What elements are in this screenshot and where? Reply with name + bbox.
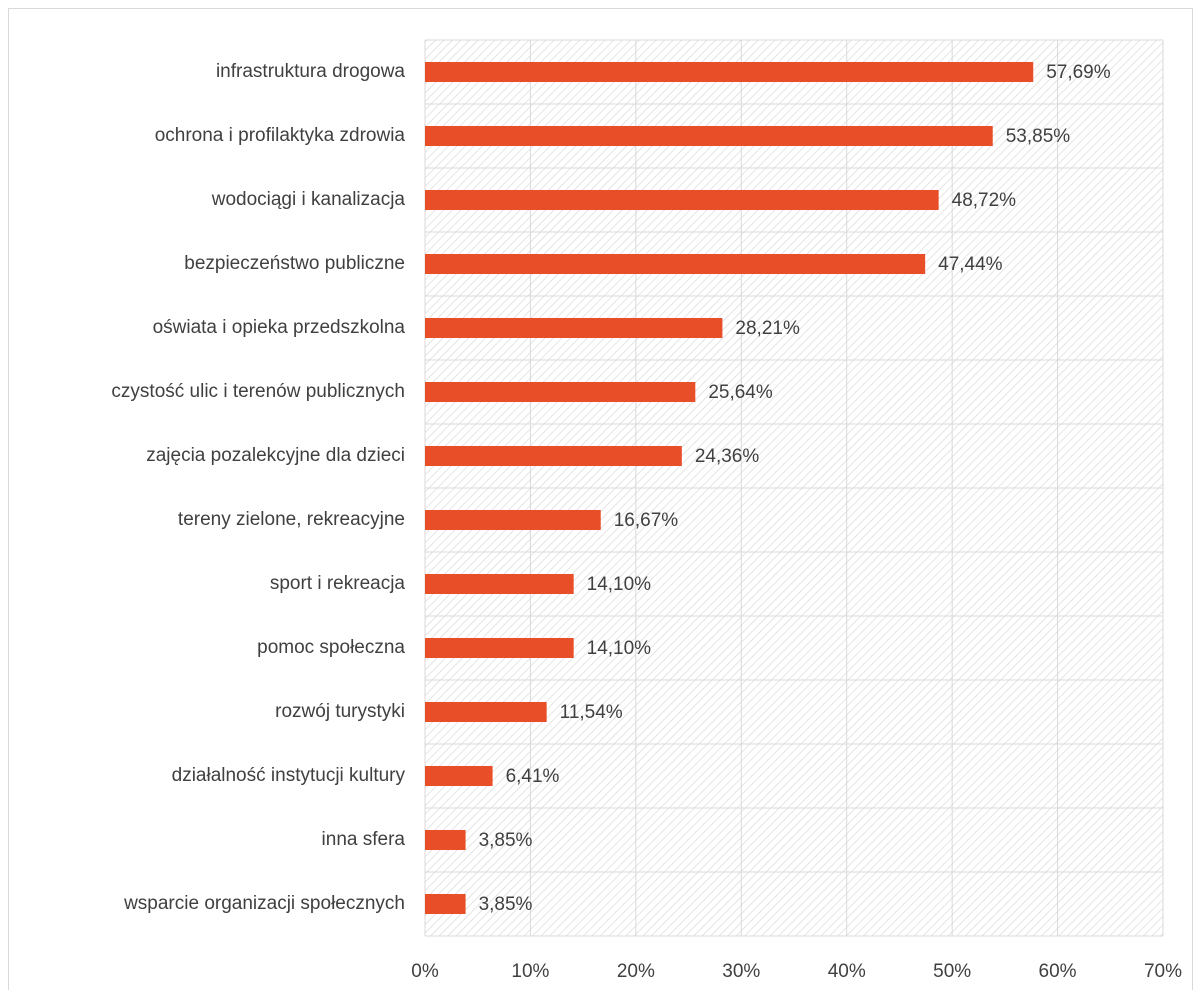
y-tick-label: bezpieczeństwo publiczne (184, 253, 405, 274)
y-tick-label: pomoc społeczna (257, 637, 405, 658)
x-tick-label: 50% (933, 961, 971, 982)
bar (425, 62, 1034, 82)
bar (425, 510, 601, 530)
y-tick-label: wsparcie organizacji społecznych (123, 893, 405, 914)
data-label: 14,10% (587, 574, 652, 595)
bar (425, 638, 574, 658)
y-tick-label: infrastruktura drogowa (216, 61, 405, 82)
data-label: 47,44% (938, 254, 1003, 275)
data-label: 57,69% (1046, 62, 1111, 83)
data-label: 6,41% (506, 766, 560, 787)
data-label: 25,64% (708, 382, 773, 403)
data-label: 28,21% (735, 318, 800, 339)
y-tick-label: sport i rekreacja (270, 573, 406, 594)
bar (425, 190, 939, 210)
frame (8, 8, 1193, 990)
bar (425, 702, 547, 722)
y-tick-label: oświata i opieka przedszkolna (153, 317, 406, 338)
bar (425, 894, 466, 914)
bar (425, 318, 723, 338)
y-tick-label: ochrona i profilaktyka zdrowia (155, 125, 406, 146)
bar (425, 830, 466, 850)
y-tick-label: czystość ulic i terenów publicznych (111, 381, 405, 402)
data-label: 48,72% (952, 190, 1017, 211)
data-label: 3,85% (479, 894, 533, 915)
x-tick-label: 0% (411, 961, 439, 982)
bar (425, 382, 696, 402)
y-tick-label: inna sfera (322, 829, 406, 850)
y-tick-label: zajęcia pozalekcyjne dla dzieci (146, 445, 405, 466)
bar (425, 254, 926, 274)
y-tick-label: wodociągi i kanalizacja (211, 189, 406, 210)
y-tick-label: tereny zielone, rekreacyjne (178, 509, 405, 530)
data-label: 16,67% (614, 510, 679, 531)
x-tick-label: 20% (617, 961, 655, 982)
bar (425, 126, 993, 146)
x-tick-label: 70% (1144, 961, 1182, 982)
y-tick-label: działalność instytucji kultury (172, 765, 406, 786)
bar (425, 766, 493, 786)
y-tick-label: rozwój turystyki (275, 701, 405, 722)
data-label: 11,54% (560, 702, 623, 723)
data-label: 24,36% (695, 446, 760, 467)
x-tick-label: 40% (828, 961, 866, 982)
bar (425, 446, 682, 466)
data-label: 3,85% (479, 830, 533, 851)
data-label: 14,10% (587, 638, 652, 659)
bar (425, 574, 574, 594)
x-tick-label: 30% (722, 961, 760, 982)
x-tick-label: 60% (1039, 961, 1077, 982)
x-tick-label: 10% (511, 961, 549, 982)
data-label: 53,85% (1006, 126, 1071, 147)
